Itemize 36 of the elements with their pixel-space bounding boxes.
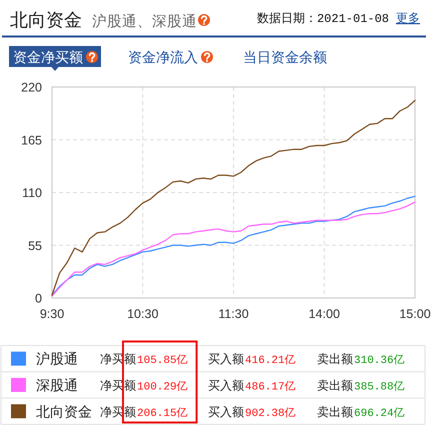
text: 买入额 bbox=[208, 404, 244, 419]
y-tick-label: 110 bbox=[22, 186, 42, 200]
text: 卖出额 bbox=[317, 404, 353, 419]
text: 385.88亿 bbox=[354, 380, 405, 394]
text: 买入额 bbox=[208, 378, 244, 392]
chart-subtitle: 沪股通、深股通 bbox=[92, 13, 197, 30]
x-tick-label: 10:30 bbox=[127, 307, 158, 321]
x-tick-label: 11:30 bbox=[218, 307, 249, 321]
y-tick-label: 0 bbox=[35, 292, 42, 306]
legend-label: 深股通 bbox=[36, 378, 78, 394]
x-tick-label: 15:00 bbox=[399, 307, 431, 321]
text: 100.29亿 bbox=[137, 380, 188, 394]
text: 696.24亿 bbox=[354, 406, 405, 420]
text: 486.17亿 bbox=[245, 380, 296, 394]
text: 数据日期：2021-01-08 bbox=[256, 12, 389, 26]
y-tick-label: 165 bbox=[21, 133, 42, 148]
legend-label: 北向资金 bbox=[36, 404, 92, 420]
text: 资金净流入 bbox=[128, 50, 198, 66]
text: 更多 bbox=[396, 11, 420, 25]
text: 310.36亿 bbox=[354, 354, 405, 368]
text: 当日资金余额 bbox=[243, 50, 327, 66]
text: 卖出额 bbox=[317, 352, 353, 366]
text: 卖出额 bbox=[317, 378, 353, 392]
legend-label: 沪股通 bbox=[36, 352, 78, 368]
x-tick-label: 14:00 bbox=[308, 307, 340, 321]
x-tick-label: 9:30 bbox=[40, 307, 64, 321]
text: 902.38亿 bbox=[245, 406, 296, 420]
y-tick-label: 220 bbox=[21, 80, 42, 94]
y-tick-label: 55 bbox=[28, 238, 42, 253]
text: 105.85亿 bbox=[137, 354, 188, 368]
text: 206.15亿 bbox=[137, 406, 188, 420]
text: 资金净买额 bbox=[13, 50, 83, 66]
line-series bbox=[51, 100, 416, 296]
chart-title: 北向资金 bbox=[10, 10, 82, 31]
text: 416.21亿 bbox=[245, 354, 296, 368]
text: 买入额 bbox=[208, 352, 244, 366]
